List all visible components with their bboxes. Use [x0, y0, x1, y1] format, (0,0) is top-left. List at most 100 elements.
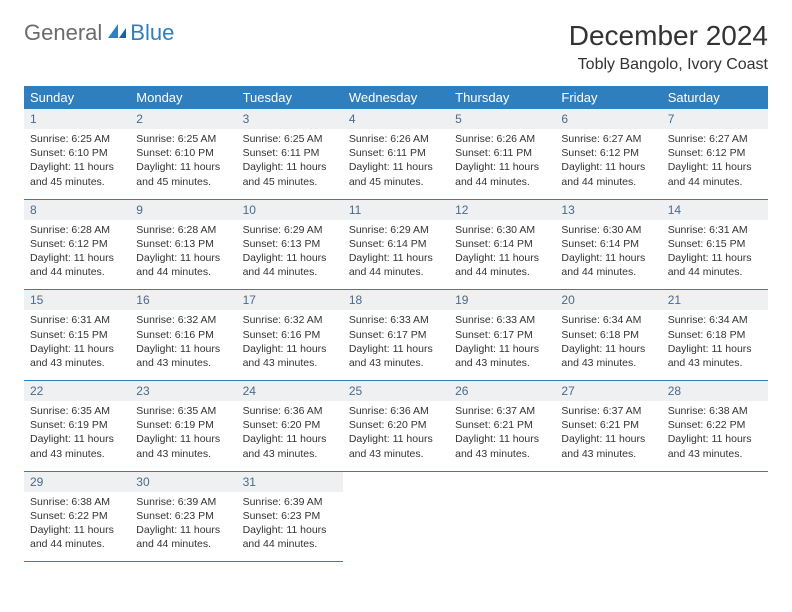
day-day1: Daylight: 11 hours — [561, 160, 655, 174]
day-number-cell: 29 — [24, 471, 130, 492]
day-day1: Daylight: 11 hours — [455, 160, 549, 174]
day-sunrise: Sunrise: 6:37 AM — [455, 404, 549, 418]
day-sunrise: Sunrise: 6:25 AM — [243, 132, 337, 146]
day-number-cell: 9 — [130, 199, 236, 220]
day-sunset: Sunset: 6:21 PM — [455, 418, 549, 432]
day-sunset: Sunset: 6:15 PM — [668, 237, 762, 251]
day-number-cell: 7 — [662, 109, 768, 129]
day-sunrise: Sunrise: 6:32 AM — [136, 313, 230, 327]
day-day1: Daylight: 11 hours — [136, 342, 230, 356]
day-content-cell — [555, 492, 661, 562]
day-sunset: Sunset: 6:23 PM — [136, 509, 230, 523]
day-sunset: Sunset: 6:11 PM — [349, 146, 443, 160]
day-number-cell: 13 — [555, 199, 661, 220]
day-day2: and 43 minutes. — [30, 356, 124, 370]
day-number-cell: 21 — [662, 290, 768, 311]
day-sunrise: Sunrise: 6:26 AM — [349, 132, 443, 146]
day-content-cell: Sunrise: 6:28 AMSunset: 6:13 PMDaylight:… — [130, 220, 236, 290]
day-content-cell: Sunrise: 6:33 AMSunset: 6:17 PMDaylight:… — [449, 310, 555, 380]
day-day2: and 44 minutes. — [455, 265, 549, 279]
day-sunset: Sunset: 6:10 PM — [136, 146, 230, 160]
day-sunset: Sunset: 6:18 PM — [668, 328, 762, 342]
day-sunset: Sunset: 6:10 PM — [30, 146, 124, 160]
day-number-row: 1234567 — [24, 109, 768, 129]
day-number-cell: 6 — [555, 109, 661, 129]
day-sunset: Sunset: 6:17 PM — [455, 328, 549, 342]
day-content-cell: Sunrise: 6:30 AMSunset: 6:14 PMDaylight:… — [555, 220, 661, 290]
day-content-cell — [449, 492, 555, 562]
day-content-cell: Sunrise: 6:34 AMSunset: 6:18 PMDaylight:… — [555, 310, 661, 380]
day-sunset: Sunset: 6:15 PM — [30, 328, 124, 342]
day-number-cell: 27 — [555, 381, 661, 402]
day-day1: Daylight: 11 hours — [30, 251, 124, 265]
logo-text-general: General — [24, 20, 102, 46]
day-day1: Daylight: 11 hours — [30, 523, 124, 537]
day-day1: Daylight: 11 hours — [561, 342, 655, 356]
day-content-cell: Sunrise: 6:39 AMSunset: 6:23 PMDaylight:… — [130, 492, 236, 562]
day-content-cell: Sunrise: 6:35 AMSunset: 6:19 PMDaylight:… — [130, 401, 236, 471]
day-sunrise: Sunrise: 6:25 AM — [30, 132, 124, 146]
day-day2: and 44 minutes. — [561, 265, 655, 279]
calendar-table: Sunday Monday Tuesday Wednesday Thursday… — [24, 86, 768, 562]
day-day2: and 44 minutes. — [243, 537, 337, 551]
day-sunset: Sunset: 6:14 PM — [455, 237, 549, 251]
day-content-cell: Sunrise: 6:36 AMSunset: 6:20 PMDaylight:… — [237, 401, 343, 471]
day-content-cell — [343, 492, 449, 562]
day-content-cell: Sunrise: 6:39 AMSunset: 6:23 PMDaylight:… — [237, 492, 343, 562]
day-sunrise: Sunrise: 6:36 AM — [243, 404, 337, 418]
day-content-cell: Sunrise: 6:31 AMSunset: 6:15 PMDaylight:… — [662, 220, 768, 290]
day-day1: Daylight: 11 hours — [136, 432, 230, 446]
day-sunrise: Sunrise: 6:38 AM — [30, 495, 124, 509]
day-number-cell: 31 — [237, 471, 343, 492]
day-number-cell: 25 — [343, 381, 449, 402]
day-day1: Daylight: 11 hours — [243, 432, 337, 446]
day-content-row: Sunrise: 6:38 AMSunset: 6:22 PMDaylight:… — [24, 492, 768, 562]
day-sunset: Sunset: 6:21 PM — [561, 418, 655, 432]
day-day1: Daylight: 11 hours — [136, 251, 230, 265]
day-number-cell: 16 — [130, 290, 236, 311]
day-day2: and 45 minutes. — [349, 175, 443, 189]
day-content-cell: Sunrise: 6:37 AMSunset: 6:21 PMDaylight:… — [449, 401, 555, 471]
day-day1: Daylight: 11 hours — [455, 342, 549, 356]
day-day1: Daylight: 11 hours — [243, 342, 337, 356]
day-day2: and 43 minutes. — [136, 447, 230, 461]
day-day1: Daylight: 11 hours — [349, 432, 443, 446]
day-content-cell: Sunrise: 6:25 AMSunset: 6:11 PMDaylight:… — [237, 129, 343, 199]
day-number-cell: 2 — [130, 109, 236, 129]
day-sunrise: Sunrise: 6:27 AM — [668, 132, 762, 146]
day-sunset: Sunset: 6:12 PM — [561, 146, 655, 160]
day-day2: and 43 minutes. — [668, 356, 762, 370]
page-header: General Blue December 2024 Tobly Bangolo… — [24, 20, 768, 74]
day-number-cell: 5 — [449, 109, 555, 129]
day-number-cell: 1 — [24, 109, 130, 129]
day-sunrise: Sunrise: 6:35 AM — [30, 404, 124, 418]
day-content-cell: Sunrise: 6:28 AMSunset: 6:12 PMDaylight:… — [24, 220, 130, 290]
day-number-cell: 17 — [237, 290, 343, 311]
day-day2: and 43 minutes. — [30, 447, 124, 461]
day-sunset: Sunset: 6:14 PM — [349, 237, 443, 251]
brand-logo: General Blue — [24, 20, 174, 46]
day-number-cell: 18 — [343, 290, 449, 311]
day-sunrise: Sunrise: 6:33 AM — [349, 313, 443, 327]
day-content-cell: Sunrise: 6:35 AMSunset: 6:19 PMDaylight:… — [24, 401, 130, 471]
day-number-cell: 20 — [555, 290, 661, 311]
day-day1: Daylight: 11 hours — [30, 160, 124, 174]
day-sunset: Sunset: 6:16 PM — [243, 328, 337, 342]
day-sunset: Sunset: 6:20 PM — [243, 418, 337, 432]
day-sunset: Sunset: 6:22 PM — [30, 509, 124, 523]
day-day2: and 43 minutes. — [243, 447, 337, 461]
day-sunrise: Sunrise: 6:34 AM — [668, 313, 762, 327]
day-content-cell: Sunrise: 6:32 AMSunset: 6:16 PMDaylight:… — [237, 310, 343, 380]
day-number-row: 22232425262728 — [24, 381, 768, 402]
day-day1: Daylight: 11 hours — [243, 160, 337, 174]
title-block: December 2024 Tobly Bangolo, Ivory Coast — [569, 20, 768, 74]
day-content-cell: Sunrise: 6:29 AMSunset: 6:13 PMDaylight:… — [237, 220, 343, 290]
day-content-cell: Sunrise: 6:32 AMSunset: 6:16 PMDaylight:… — [130, 310, 236, 380]
day-sunrise: Sunrise: 6:32 AM — [243, 313, 337, 327]
day-day2: and 43 minutes. — [455, 356, 549, 370]
day-sunrise: Sunrise: 6:28 AM — [30, 223, 124, 237]
day-sunset: Sunset: 6:19 PM — [30, 418, 124, 432]
day-day1: Daylight: 11 hours — [30, 432, 124, 446]
day-sunrise: Sunrise: 6:39 AM — [243, 495, 337, 509]
day-day1: Daylight: 11 hours — [349, 160, 443, 174]
